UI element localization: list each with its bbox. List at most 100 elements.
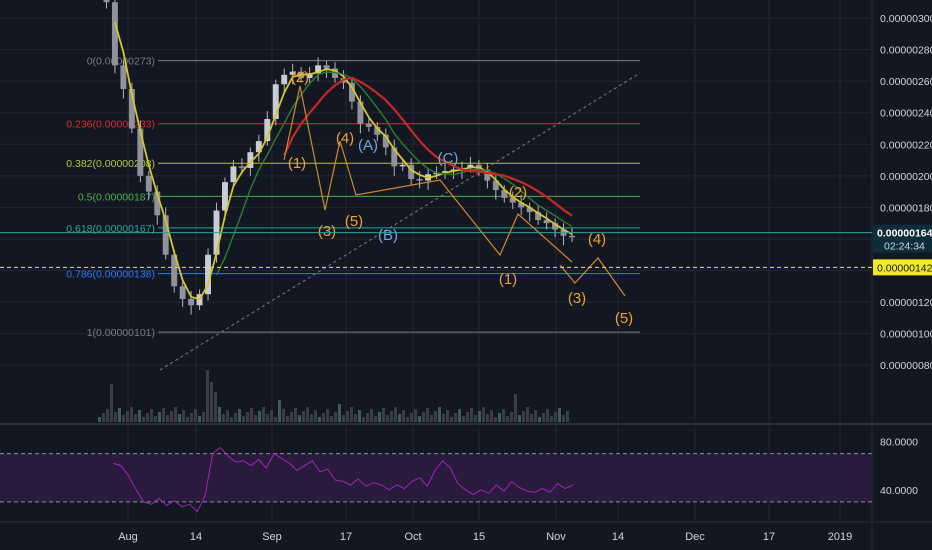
wave-label[interactable]: (2) bbox=[291, 69, 309, 86]
candle-body bbox=[416, 178, 423, 181]
rsi-tick-label: 80.0000 bbox=[880, 436, 918, 448]
fib-retracement[interactable]: 0(0.00000273) 0.236(0.00000233) 0.382(0.00… bbox=[66, 56, 641, 371]
wave-label[interactable]: (3) bbox=[568, 290, 586, 307]
candle-body bbox=[171, 254, 178, 287]
volume-bar bbox=[462, 416, 465, 422]
volume-bar bbox=[350, 407, 353, 422]
volume-bar bbox=[186, 417, 189, 422]
wave-label[interactable]: (4) bbox=[336, 130, 354, 147]
price-tick-label: 0.00000300 bbox=[880, 13, 932, 25]
volume-bar bbox=[486, 414, 489, 422]
volume-bar bbox=[298, 415, 301, 422]
volume-bar bbox=[242, 416, 245, 422]
volume-bar bbox=[370, 409, 373, 422]
volume-bar bbox=[446, 410, 449, 422]
candle-body bbox=[238, 166, 245, 168]
volume-bar bbox=[478, 411, 481, 422]
volume-bar bbox=[394, 407, 397, 422]
volume-bar bbox=[306, 407, 309, 422]
price-axis[interactable]: 0.00000300 0.00000280 0.00000260 0.00000240… bbox=[0, 13, 932, 497]
fib-trend-line[interactable] bbox=[159, 72, 641, 371]
wave-path[interactable] bbox=[283, 85, 573, 263]
candle-body bbox=[357, 101, 364, 124]
current-price-tag[interactable] bbox=[873, 224, 932, 253]
volume-bar bbox=[518, 415, 521, 422]
wave-label[interactable]: (B) bbox=[378, 227, 398, 244]
time-tick-label: Dec bbox=[685, 531, 705, 543]
time-axis[interactable]: Aug 14 Sep 17 Oct 15 Nov 14 Dec 17 2019 bbox=[118, 531, 852, 543]
candle-body bbox=[137, 128, 144, 176]
volume-bar bbox=[278, 400, 281, 422]
candle-body bbox=[120, 65, 127, 90]
time-tick-label: 14 bbox=[190, 531, 202, 543]
wave-label[interactable]: (A) bbox=[358, 137, 378, 154]
elliott-wave-drawings[interactable] bbox=[283, 85, 626, 297]
candle-body bbox=[518, 202, 525, 208]
volume-bar bbox=[222, 414, 225, 422]
volume-bar bbox=[546, 409, 549, 422]
volume-bar bbox=[130, 407, 133, 422]
wave-label[interactable]: (5) bbox=[615, 310, 633, 327]
candle-body bbox=[543, 220, 550, 224]
volume-bar bbox=[466, 412, 469, 422]
fib-level-label: 0.786(0.00000138) bbox=[66, 269, 155, 281]
wave-label[interactable]: (1) bbox=[499, 271, 517, 288]
volume-bar bbox=[182, 410, 185, 422]
volume-bar bbox=[114, 412, 117, 422]
volume-bar bbox=[422, 412, 425, 422]
volume-bar bbox=[402, 410, 405, 422]
candle-body bbox=[222, 182, 228, 211]
candle-body bbox=[247, 152, 254, 168]
wave-label[interactable]: (4) bbox=[588, 231, 606, 248]
volume-bar bbox=[334, 412, 337, 422]
volume-bar bbox=[270, 410, 273, 422]
wave-label[interactable]: (1) bbox=[288, 155, 306, 172]
volume-bar bbox=[322, 413, 325, 422]
fib-level-label: 0.618(0.00000167) bbox=[66, 223, 155, 235]
volume-bar bbox=[146, 413, 149, 422]
candle-body bbox=[509, 197, 516, 203]
candle-body bbox=[323, 65, 330, 69]
wave-label[interactable]: (5) bbox=[345, 213, 363, 230]
volume-bar bbox=[246, 412, 249, 422]
volume-bar bbox=[190, 413, 193, 422]
current-price-label: 0.00000164 bbox=[877, 228, 932, 240]
rsi-pane[interactable] bbox=[0, 446, 872, 513]
candle-body bbox=[535, 212, 542, 221]
volume-bar bbox=[302, 411, 305, 422]
volume-bar bbox=[406, 417, 409, 422]
candle-body bbox=[281, 74, 288, 85]
wave-labels[interactable]: (2) (1) (3) (4) (5) (A) (B) (C) (2) (1) (4) (3) (5) bbox=[288, 69, 633, 327]
volume-bar bbox=[218, 407, 221, 422]
candle-body bbox=[399, 164, 406, 167]
candle-body bbox=[552, 223, 559, 230]
wave-label[interactable]: (3) bbox=[318, 223, 336, 240]
marker-price-tag[interactable] bbox=[873, 259, 932, 276]
volume-bar bbox=[126, 411, 129, 422]
volume-bar bbox=[206, 370, 209, 422]
volume-bar bbox=[214, 392, 217, 422]
ma-yellow-line bbox=[114, 21, 573, 301]
candle-body bbox=[391, 147, 398, 167]
candle-body bbox=[365, 123, 372, 127]
fib-level-label: 0.236(0.00000233) bbox=[66, 119, 155, 131]
wave-label[interactable]: (C) bbox=[438, 150, 459, 167]
volume-bar bbox=[358, 410, 361, 422]
volume-bar bbox=[98, 417, 101, 422]
volume-bar bbox=[506, 416, 509, 422]
wave-path[interactable] bbox=[559, 257, 626, 297]
volume-bar bbox=[258, 411, 261, 422]
volume-bar bbox=[566, 411, 569, 422]
wave-label[interactable]: (2) bbox=[509, 184, 527, 201]
volume-bar bbox=[262, 407, 265, 422]
time-tick-label: Aug bbox=[118, 531, 138, 543]
volume-bar bbox=[366, 413, 369, 422]
volume-bar bbox=[442, 414, 445, 422]
ma-green-line bbox=[215, 71, 573, 276]
moving-averages bbox=[114, 21, 573, 301]
candle-body bbox=[272, 84, 279, 120]
volume-bar bbox=[530, 414, 533, 422]
volume-bar bbox=[282, 409, 285, 422]
volume-bar bbox=[410, 413, 413, 422]
